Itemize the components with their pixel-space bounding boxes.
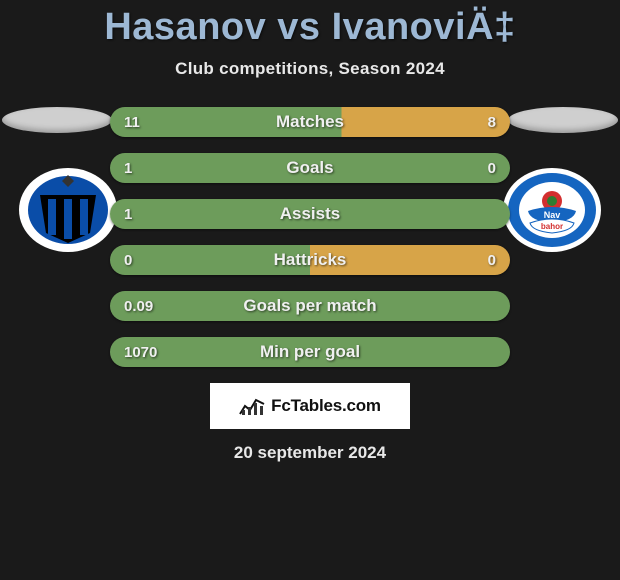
right-column: Nav bahor	[500, 107, 620, 253]
stat-row: 1Assists	[110, 199, 510, 229]
stat-right-value: 0	[488, 153, 496, 183]
stat-row: 11Matches8	[110, 107, 510, 137]
stat-right-value: 8	[488, 107, 496, 137]
date-label: 20 september 2024	[0, 443, 620, 463]
player-silhouette-right	[508, 107, 618, 133]
stat-label: Min per goal	[110, 337, 510, 367]
club-badge-left	[18, 167, 118, 253]
stat-bars: 11Matches81Goals01Assists0Hattricks00.09…	[110, 107, 510, 367]
club-badge-right: Nav bahor	[502, 167, 602, 253]
stat-row: 0Hattricks0	[110, 245, 510, 275]
brand-name: FcTables.com	[271, 396, 381, 416]
stat-label: Assists	[110, 199, 510, 229]
stat-row: 0.09Goals per match	[110, 291, 510, 321]
content-area: Nav bahor 11Matches81Goals01Assists0Hatt…	[0, 107, 620, 463]
svg-text:bahor: bahor	[541, 222, 563, 231]
fctables-logo-icon	[239, 396, 265, 416]
subtitle: Club competitions, Season 2024	[0, 59, 620, 79]
left-column	[0, 107, 120, 253]
stat-label: Goals	[110, 153, 510, 183]
stat-label: Goals per match	[110, 291, 510, 321]
navbahor-icon: Nav bahor	[502, 167, 602, 253]
club-brugge-icon	[18, 167, 118, 253]
stat-row: 1070Min per goal	[110, 337, 510, 367]
player-silhouette-left	[2, 107, 112, 133]
stat-label: Matches	[110, 107, 510, 137]
stat-label: Hattricks	[110, 245, 510, 275]
stat-right-value: 0	[488, 245, 496, 275]
page-title: Hasanov vs IvanoviÄ‡	[0, 0, 620, 49]
brand-box[interactable]: FcTables.com	[210, 383, 410, 429]
stat-row: 1Goals0	[110, 153, 510, 183]
